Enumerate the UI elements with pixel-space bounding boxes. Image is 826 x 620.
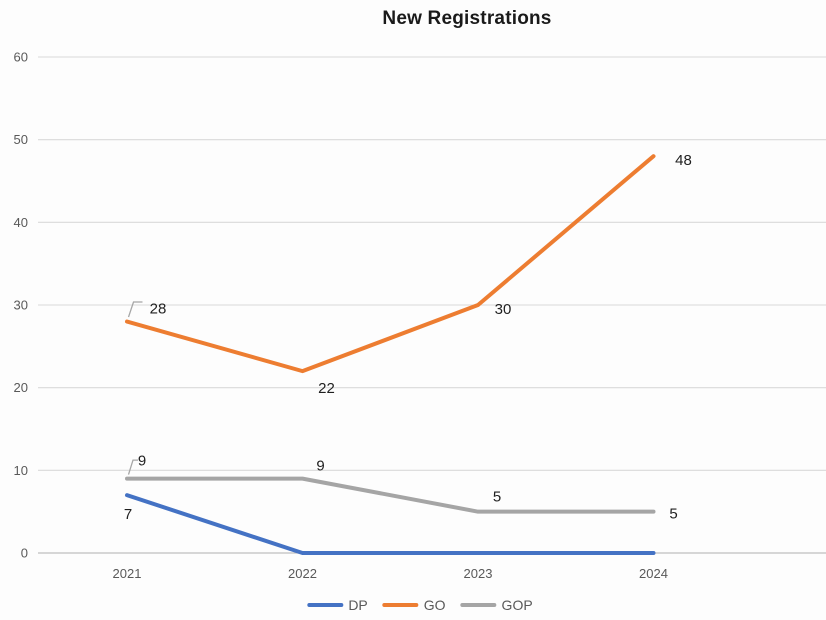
y-tick-label: 60 [14,50,28,65]
y-tick-label: 40 [14,215,28,230]
series-line-dp [125,493,656,555]
legend-item-go: GO [382,597,446,613]
data-label-gop: 5 [669,506,677,523]
data-label-gop: 9 [316,458,324,475]
legend-swatch-dp-icon [307,603,344,607]
data-label-go: 30 [495,301,512,318]
y-tick-label: 50 [14,132,28,147]
data-label-gop: 5 [493,489,501,506]
legend-item-dp: DP [307,597,368,613]
x-tick-label: 2021 [113,566,142,581]
y-tick-label: 0 [21,546,28,561]
data-label-callout-leader [127,459,138,475]
data-label-go: 28 [150,301,167,318]
legend-label-go: GO [423,597,446,613]
legend: DP GO GOP [307,597,533,613]
legend-label-gop: GOP [501,597,533,613]
legend-item-gop: GOP [460,597,533,613]
x-tick-label: 2023 [464,566,493,581]
x-tick-label: 2024 [639,566,668,581]
chart-title: New Registrations [382,8,552,29]
y-tick-label: 30 [14,298,28,313]
series-line-gop [125,476,656,514]
line-chart-plot: 0 10 20 30 40 50 60 2021 2022 2023 2024 7 28 22 30 48 9 9… [14,50,826,581]
data-label-gop: 9 [138,453,146,470]
data-label-callout-leader [127,301,143,318]
legend-swatch-go-icon [382,603,419,607]
x-tick-label: 2022 [288,566,317,581]
legend-label-dp: DP [348,597,368,613]
data-label-dp: 7 [124,506,132,523]
data-label-go: 22 [318,380,335,397]
legend-swatch-gop-icon [460,603,497,607]
data-label-go: 48 [675,152,692,169]
y-tick-label: 20 [14,380,28,395]
y-tick-label: 10 [14,463,28,478]
series-line-go [125,154,656,374]
